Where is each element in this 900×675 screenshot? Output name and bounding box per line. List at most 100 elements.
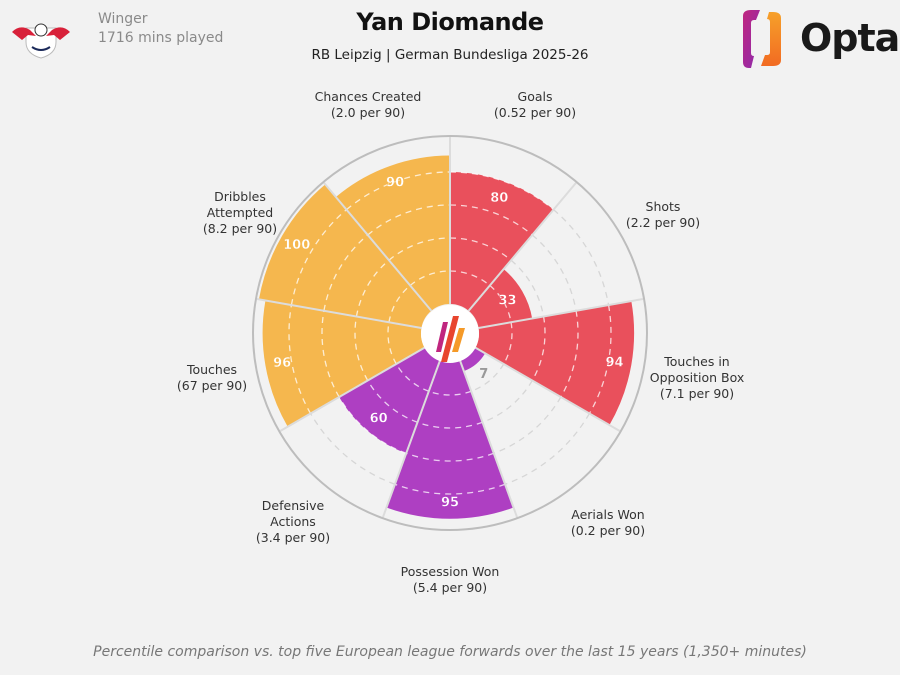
minutes-played: 1716 mins played — [98, 30, 224, 46]
metric-name: Goals — [517, 89, 553, 104]
gridline — [388, 237, 451, 261]
metric-name: Possession Won — [400, 564, 500, 579]
metric-per90: (8.2 per 90) — [202, 221, 278, 236]
footnote: Percentile comparison vs. top five Europ… — [93, 644, 807, 660]
gridline — [290, 209, 347, 306]
gridline — [367, 204, 451, 236]
gridline — [482, 380, 533, 423]
gridline — [510, 259, 545, 317]
gridline — [449, 204, 533, 236]
value-label: 7 — [479, 367, 488, 382]
metric-per90: (0.2 per 90) — [570, 523, 646, 538]
gridline — [560, 310, 579, 398]
value-label: 33 — [499, 293, 517, 308]
player-name: Yan Diomande — [356, 8, 544, 36]
gridline — [470, 363, 505, 392]
divider — [279, 346, 426, 432]
gridline — [409, 270, 451, 287]
metric-label: Touches in Opposition Box (7.1 per 90) — [650, 354, 745, 402]
divider — [478, 297, 644, 329]
metric-per90: (5.4 per 90) — [412, 580, 488, 595]
gridline — [503, 322, 513, 365]
value-label: 96 — [273, 356, 291, 371]
slice-possession-won — [386, 360, 514, 519]
gridline — [346, 171, 451, 211]
divider — [467, 182, 577, 312]
slice-shots — [468, 269, 533, 328]
gridline — [394, 483, 506, 495]
gridline — [449, 237, 512, 261]
metric-per90: (2.0 per 90) — [330, 105, 406, 120]
gridline — [395, 363, 430, 392]
club-logo — [12, 23, 70, 59]
gridline — [367, 380, 418, 423]
divider — [382, 359, 442, 518]
slice-touches-in-opposition-box — [475, 301, 635, 426]
team-competition: RB Leipzig | German Bundesliga 2025-26 — [311, 47, 589, 63]
gridline — [489, 285, 512, 323]
metric-per90: (0.52 per 90) — [493, 105, 577, 120]
opta-logo-icon — [743, 10, 781, 68]
metric-name: Defensive — [261, 498, 325, 513]
metric-label: Defensive Actions (3.4 per 90) — [256, 498, 330, 546]
metric-name: Touches in — [664, 354, 730, 369]
slice-chances-created — [335, 155, 450, 311]
gridline — [388, 285, 411, 323]
divider — [458, 359, 518, 518]
metric-label: Touches (67 per 90) — [177, 362, 247, 394]
player-info: Winger 1716 mins played — [98, 10, 223, 48]
gridline — [417, 421, 483, 429]
gridline — [553, 209, 610, 306]
gridline — [588, 304, 612, 414]
center-logo-icon — [421, 305, 479, 363]
metric-name: Opposition Box — [649, 370, 745, 385]
gridline — [338, 396, 407, 454]
metric-label: Chances Created (2.0 per 90) — [315, 89, 422, 121]
metric-label: Aerials Won (0.2 per 90) — [571, 507, 645, 539]
metric-name: Touches — [186, 362, 238, 377]
value-label: 60 — [370, 412, 388, 427]
gridline — [449, 171, 554, 211]
metric-name: Aerials Won — [571, 507, 645, 522]
value-label: 94 — [606, 356, 624, 371]
slice-touches — [262, 300, 425, 427]
value-label: 90 — [386, 176, 404, 191]
divider — [474, 346, 621, 432]
gridline — [387, 322, 397, 365]
gridline — [531, 234, 577, 311]
gridline — [531, 316, 546, 381]
gridline — [355, 259, 390, 317]
metric-label: Shots (2.2 per 90) — [626, 199, 700, 231]
gridline — [449, 270, 491, 287]
metric-per90: (67 per 90) — [176, 378, 248, 393]
gridline — [310, 413, 396, 485]
outer-ring — [252, 135, 648, 531]
value-label: 100 — [283, 238, 310, 253]
divider — [256, 297, 422, 329]
gridline — [323, 234, 369, 311]
gridline — [493, 396, 562, 454]
metric-name: Actions — [270, 514, 316, 529]
metric-label: Dribbles Attempted (8.2 per 90) — [203, 189, 277, 237]
slice-aerials-won — [459, 347, 486, 372]
gridline — [321, 310, 340, 398]
metric-label: Goals (0.52 per 90) — [494, 89, 576, 121]
divider — [323, 182, 433, 312]
metric-name: Shots — [645, 199, 681, 214]
gridline — [405, 452, 495, 462]
metric-per90: (7.1 per 90) — [659, 386, 735, 401]
gridline — [288, 304, 312, 414]
metric-per90: (2.2 per 90) — [625, 215, 701, 230]
player-role: Winger — [98, 11, 148, 27]
gridline — [428, 390, 472, 396]
metric-name: Chances Created — [314, 89, 422, 104]
metric-name: Attempted — [206, 205, 274, 220]
metric-name: Dribbles — [214, 189, 266, 204]
slice-dribbles-attempted — [258, 184, 432, 328]
value-label: 95 — [441, 495, 459, 510]
opta-wordmark: Opta — [800, 16, 900, 60]
gridline — [354, 316, 369, 381]
gridline — [504, 413, 590, 485]
metric-label: Possession Won (5.4 per 90) — [401, 564, 500, 596]
